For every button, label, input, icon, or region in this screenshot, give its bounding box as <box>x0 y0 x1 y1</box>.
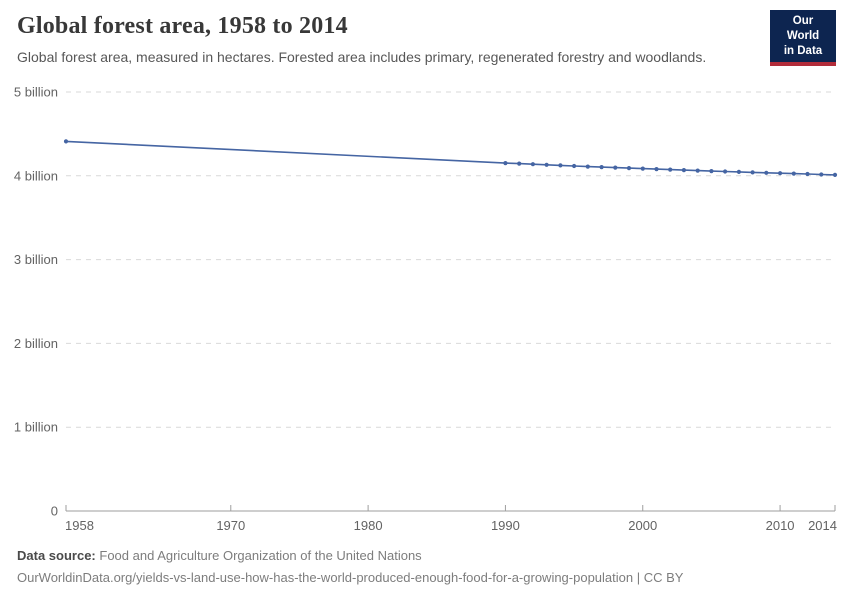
owid-logo-line1: Our World <box>786 15 820 42</box>
y-axis-tick-label: 3 billion <box>14 252 58 267</box>
data-point-marker[interactable] <box>517 161 522 166</box>
data-point-marker[interactable] <box>709 169 714 174</box>
data-point-marker[interactable] <box>668 167 673 172</box>
forest-area-line[interactable] <box>65 140 836 176</box>
data-point-marker[interactable] <box>654 167 659 172</box>
data-point-marker[interactable] <box>558 163 563 168</box>
y-axis-tick-label: 0 <box>51 504 58 519</box>
data-point-marker[interactable] <box>778 171 783 176</box>
x-axis-tick-label: 1970 <box>216 518 245 533</box>
data-source-label: Data source: <box>17 548 96 563</box>
data-source-line: Data source: Food and Agriculture Organi… <box>17 548 683 563</box>
owid-logo[interactable]: Our World in Data <box>770 10 836 66</box>
chart-footer: Data source: Food and Agriculture Organi… <box>17 548 683 592</box>
chart-subtitle: Global forest area, measured in hectares… <box>17 49 707 65</box>
data-point-marker[interactable] <box>681 168 687 173</box>
y-axis-tick-label: 4 billion <box>14 168 58 183</box>
x-axis-tick-label: 1990 <box>491 518 520 533</box>
data-point-marker[interactable] <box>530 162 536 167</box>
data-point-marker[interactable] <box>599 165 604 170</box>
citation-url-line: OurWorldinData.org/yields-vs-land-use-ho… <box>17 570 684 585</box>
owid-logo-line2: in Data <box>783 44 823 57</box>
y-axis-tick-label: 5 billion <box>14 85 58 100</box>
data-point-marker[interactable] <box>791 171 796 176</box>
data-point-marker[interactable] <box>626 166 632 171</box>
y-axis-tick-label: 2 billion <box>14 336 58 351</box>
data-point-marker[interactable] <box>819 172 824 177</box>
x-axis-tick-label: 2000 <box>628 518 657 533</box>
x-axis-tick-label: 2014 <box>808 518 837 533</box>
x-axis-tick-label: 1958 <box>65 518 94 533</box>
data-point-marker[interactable] <box>832 172 838 177</box>
data-point-marker[interactable] <box>63 139 69 144</box>
data-point-marker[interactable] <box>613 165 618 170</box>
data-point-marker[interactable] <box>503 161 508 166</box>
y-axis-tick-label: 1 billion <box>14 420 58 435</box>
data-point-marker[interactable] <box>805 171 810 177</box>
x-axis-tick-label: 2010 <box>766 518 795 533</box>
x-axis-tick-label: 1980 <box>354 518 383 533</box>
chart-title: Global forest area, 1958 to 2014 <box>17 13 348 39</box>
data-point-marker[interactable] <box>723 169 728 174</box>
data-point-marker[interactable] <box>750 170 755 175</box>
data-source-value: Food and Agriculture Organization of the… <box>99 548 422 563</box>
data-point-marker[interactable] <box>764 170 769 175</box>
data-point-marker[interactable] <box>585 164 590 169</box>
data-point-marker[interactable] <box>736 169 742 174</box>
data-point-marker[interactable] <box>544 162 549 167</box>
data-point-marker[interactable] <box>640 166 645 171</box>
data-point-marker[interactable] <box>695 168 700 173</box>
data-point-marker[interactable] <box>572 163 577 169</box>
line-chart-canvas[interactable]: 0 1 billion 2 billion 3 billion 4 billion 5 b… <box>0 0 850 545</box>
